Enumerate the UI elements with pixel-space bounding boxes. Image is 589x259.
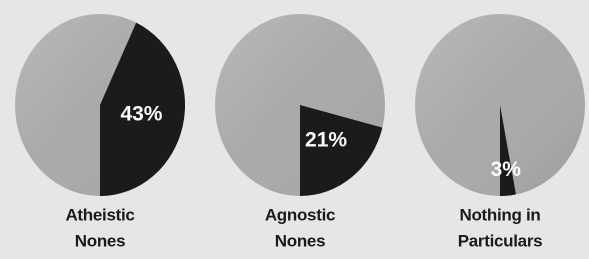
category-label: Atheistic xyxy=(65,205,134,224)
value-label: 21% xyxy=(305,128,347,151)
category-label: Particulars xyxy=(458,231,543,250)
category-label: Agnostic xyxy=(265,205,335,224)
value-label: 43% xyxy=(120,102,162,125)
chart: 43% Atheistic Nones 21% Agnostic Nones 3% Nothi… xyxy=(0,0,589,259)
category-label: Nothing in xyxy=(459,205,540,224)
value-label: 3% xyxy=(491,158,522,181)
category-label: Nones xyxy=(75,231,125,250)
category-label: Nones xyxy=(275,231,325,250)
